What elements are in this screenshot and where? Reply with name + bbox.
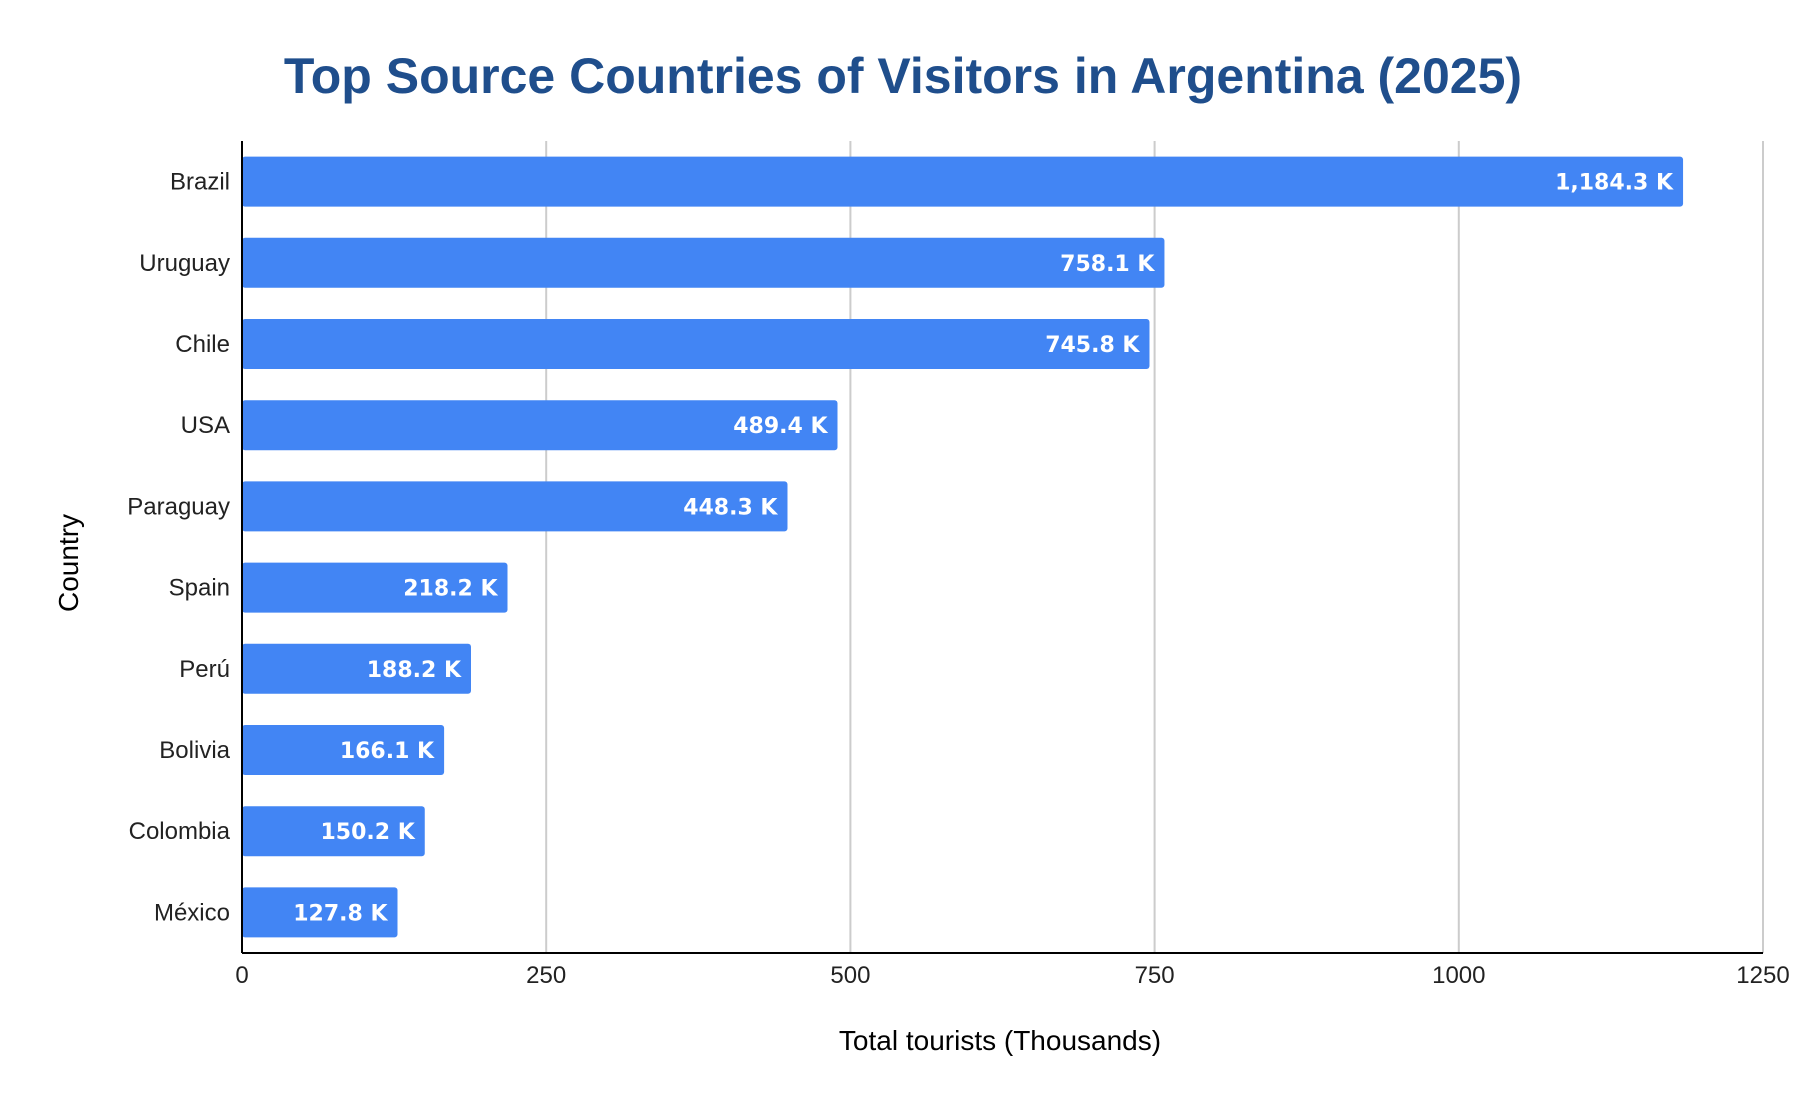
bar-mexico	[242, 887, 398, 938]
bar-chile	[242, 319, 1150, 369]
bar-peru	[242, 643, 472, 694]
data-label: 448.3 K	[683, 495, 778, 520]
category-labels: Brazil Uruguay Chile USA Paraguay Spain Perú Bo…	[127, 169, 230, 927]
x-tick-label: 500	[830, 962, 870, 989]
data-label: 188.2 K	[367, 658, 462, 683]
bar-uruguay	[242, 237, 1165, 288]
data-label: 489.4 K	[733, 414, 828, 439]
data-label: 218.2 K	[403, 577, 498, 602]
x-tick-label: 0	[235, 962, 248, 989]
bar-bolivia	[242, 725, 445, 775]
data-label: 166.1 K	[340, 739, 435, 764]
x-tick-label: 1000	[1432, 962, 1485, 989]
data-label: 1,184.3 K	[1555, 171, 1674, 196]
category-label: USA	[181, 412, 230, 439]
data-label: 758.1 K	[1060, 252, 1155, 277]
bars	[242, 156, 1684, 938]
y-axis-title: Country	[53, 514, 84, 612]
x-tick-label: 750	[1135, 962, 1175, 989]
category-label: Bolivia	[159, 737, 230, 764]
data-label: 745.8 K	[1045, 333, 1140, 358]
bar-spain	[242, 562, 508, 613]
x-tick-label: 1250	[1736, 962, 1789, 989]
category-label: México	[154, 899, 230, 926]
category-label: Spain	[169, 575, 230, 602]
bar-colombia	[242, 806, 425, 857]
x-axis-title: Total tourists (Thousands)	[839, 1025, 1161, 1056]
x-tick-label: 250	[526, 962, 566, 989]
x-tick-labels: 0 250 500 750 1000 1250	[235, 962, 1789, 989]
bar-brazil	[242, 156, 1684, 207]
category-label: Paraguay	[127, 493, 230, 520]
chart-title: Top Source Countries of Visitors in Arge…	[284, 48, 1522, 104]
value-labels: 1,184.3 K 758.1 K 745.8 K 489.4 K 448.3 K 218…	[293, 171, 1674, 927]
bar-paraguay	[242, 481, 788, 532]
data-label: 150.2 K	[320, 820, 415, 845]
category-label: Chile	[175, 331, 230, 358]
bar-usa	[242, 400, 838, 451]
category-label: Colombia	[129, 818, 231, 845]
category-label: Brazil	[170, 169, 230, 196]
category-label: Perú	[179, 656, 230, 683]
data-label: 127.8 K	[293, 901, 388, 926]
category-label: Uruguay	[139, 250, 230, 277]
